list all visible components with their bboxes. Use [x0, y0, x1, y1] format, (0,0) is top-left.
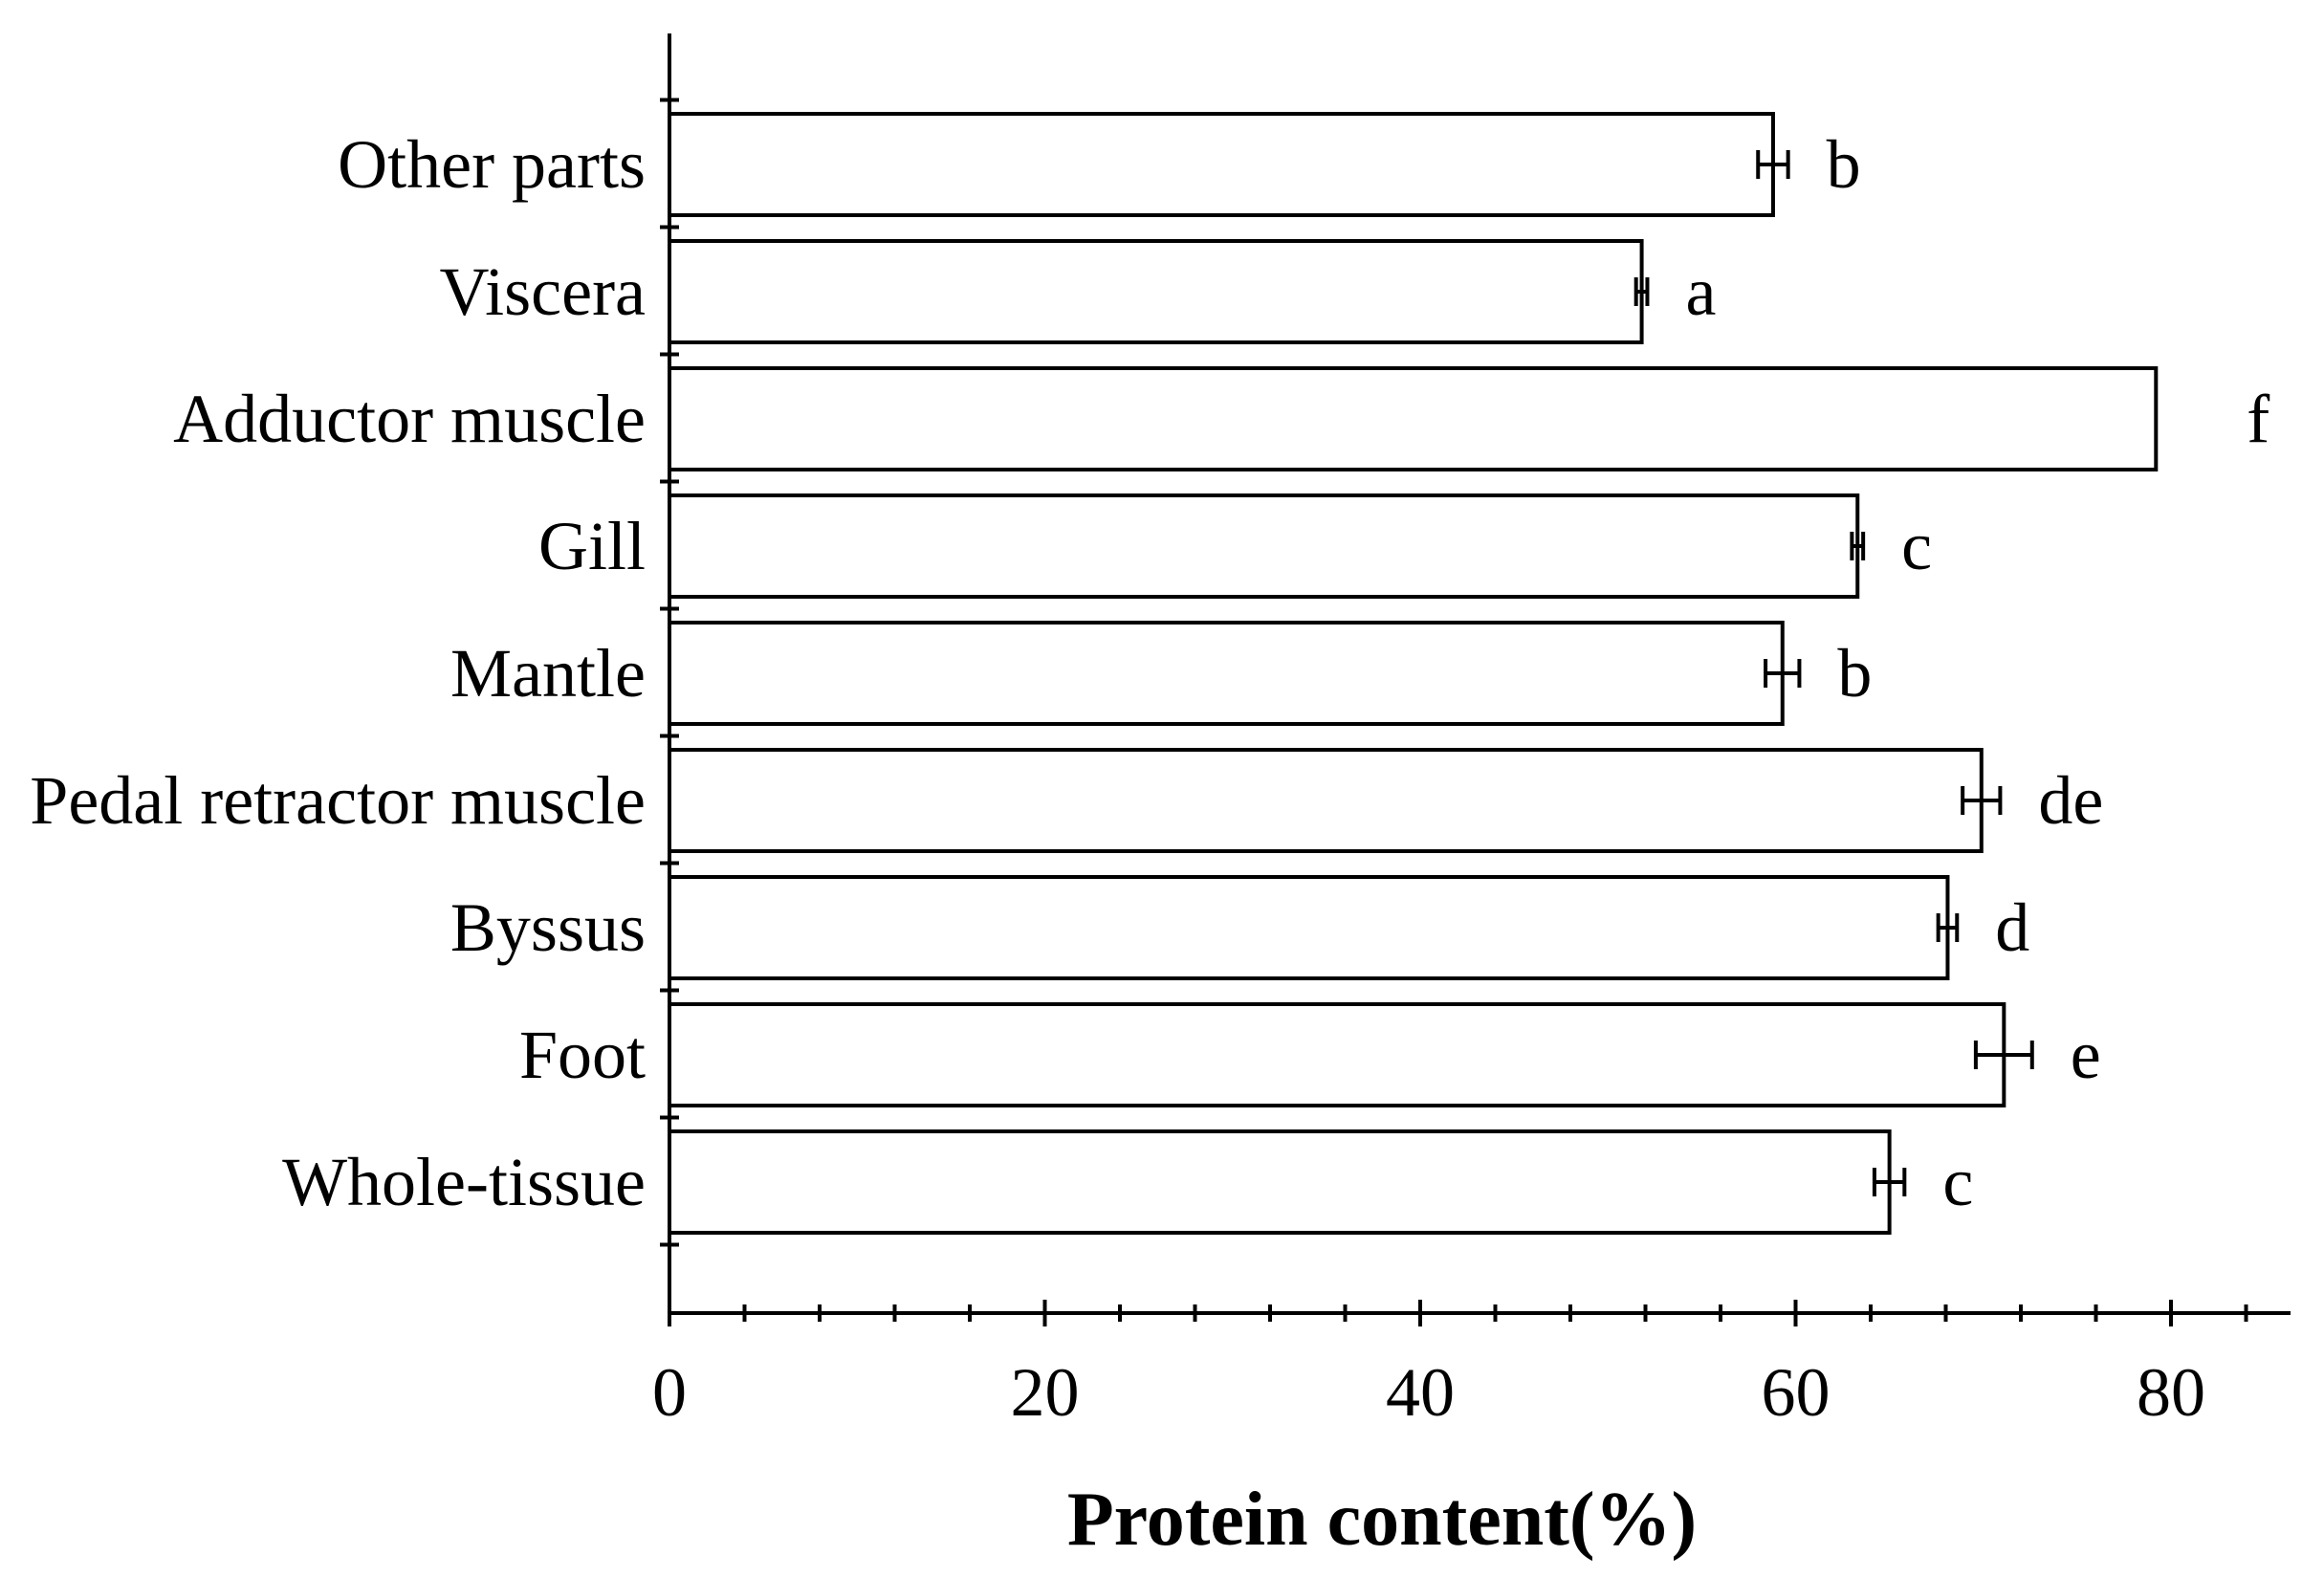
x-tick-label: 20 — [1011, 1354, 1080, 1431]
bar — [668, 366, 2159, 471]
significance-label: c — [1942, 1144, 1973, 1220]
category-label: Byssus — [450, 889, 646, 966]
category-label: Whole-tissue — [282, 1144, 646, 1220]
significance-label: f — [2247, 381, 2269, 457]
bar — [668, 748, 1984, 853]
category-label: Foot — [519, 1017, 646, 1093]
error-bar — [1756, 150, 1790, 179]
error-bar — [1973, 1041, 2034, 1069]
error-bar — [1872, 1168, 1907, 1196]
significance-label: c — [1901, 508, 1932, 584]
axes-layer — [660, 33, 2291, 1326]
bars-layer — [668, 112, 2159, 1235]
error-bar — [1850, 532, 1866, 560]
bar — [668, 621, 1785, 726]
significance-label: b — [1837, 635, 1872, 712]
bar — [668, 1002, 2006, 1107]
x-axis-title: Protein content(%) — [1067, 1478, 1697, 1562]
error-bar — [1961, 786, 2003, 815]
category-label: Other parts — [338, 126, 646, 203]
error-bar — [1633, 277, 1650, 306]
bar — [668, 875, 1950, 980]
significance-label: b — [1827, 126, 1861, 203]
significance-label: a — [1685, 253, 1716, 330]
x-tick-label: 40 — [1386, 1354, 1455, 1431]
bar — [668, 1129, 1892, 1235]
category-label: Pedal retractor muscle — [30, 762, 646, 839]
category-label: Viscera — [439, 253, 646, 330]
error-bar — [1936, 913, 1960, 942]
x-tick-label: 60 — [1762, 1354, 1831, 1431]
bar — [668, 239, 1644, 344]
significance-label: e — [2071, 1017, 2101, 1093]
labels-layer: 0 20 40 60 80 Other parts b Viscera a Adductor mu… — [30, 126, 2269, 1431]
error-bar — [1764, 659, 1802, 688]
category-label: Mantle — [450, 635, 646, 712]
bar — [668, 112, 1775, 217]
x-tick-label: 80 — [2137, 1354, 2205, 1431]
significance-label: de — [2038, 762, 2103, 839]
category-label: Adductor muscle — [173, 381, 646, 457]
bar — [668, 493, 1860, 599]
significance-label: d — [1995, 889, 2029, 966]
x-tick-label: 0 — [652, 1354, 687, 1431]
category-label: Gill — [538, 508, 646, 584]
